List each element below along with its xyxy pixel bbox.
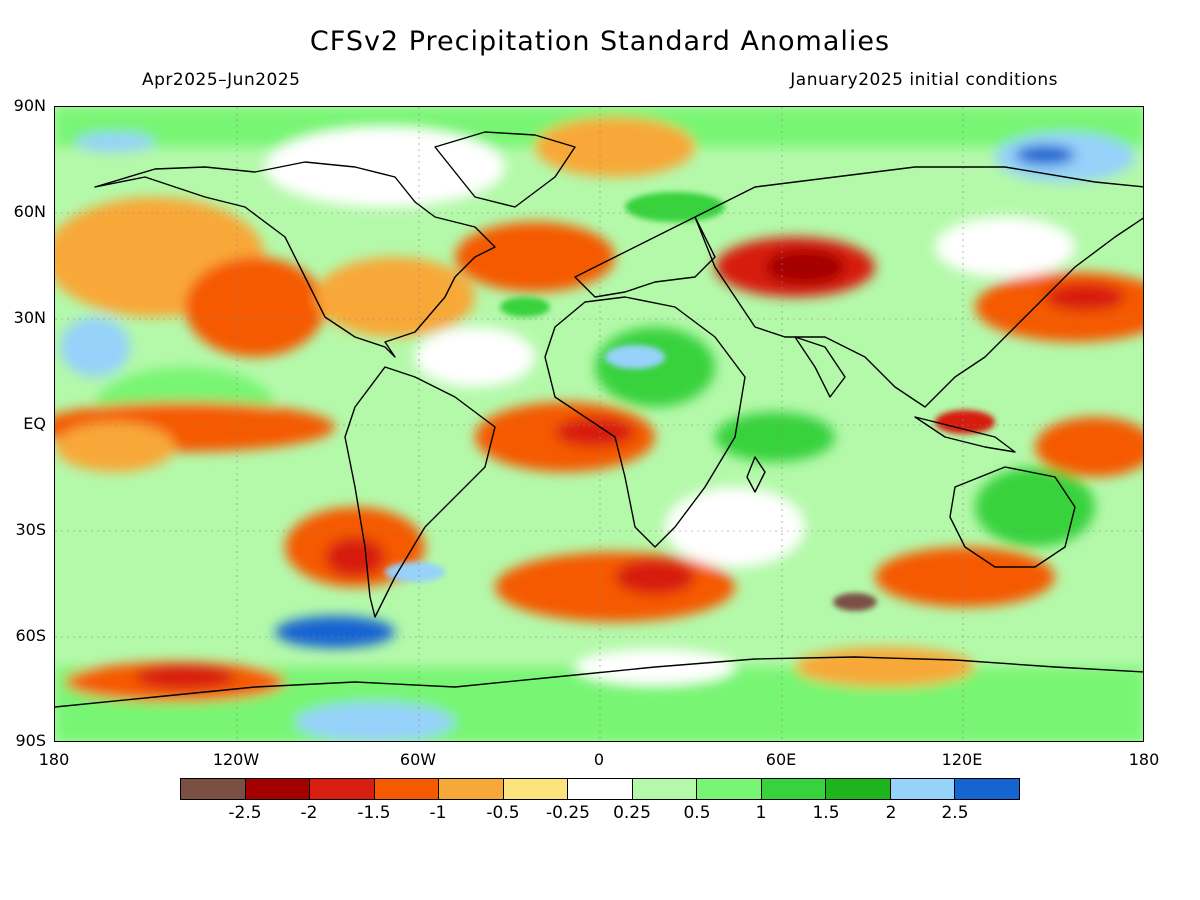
- lat-label-90n: 90N: [13, 96, 46, 115]
- colorbar-label: 2: [885, 803, 897, 823]
- lon-label-120e: 120E: [941, 750, 983, 769]
- lon-label-0: 0: [593, 750, 605, 769]
- colorbar-label: -2.5: [228, 803, 262, 823]
- lat-label-60n: 60N: [13, 202, 46, 221]
- lon-label-60w: 60W: [399, 750, 437, 769]
- anomaly-field: [55, 107, 1143, 741]
- initial-conditions: January2025 initial conditions: [790, 70, 1058, 90]
- colorbar-label: 1: [755, 803, 767, 823]
- colorbar-label: 2.5: [941, 803, 969, 823]
- world-map: [54, 106, 1144, 742]
- colorbar-swatch: [310, 779, 375, 799]
- lat-label-60s: 60S: [15, 626, 46, 645]
- colorbar-swatch: [955, 779, 1019, 799]
- colorbar-label: 0.5: [683, 803, 711, 823]
- colorbar-swatch: [697, 779, 762, 799]
- colorbar-swatch: [761, 779, 827, 799]
- colorbar-swatch: [181, 779, 246, 799]
- forecast-period: Apr2025–Jun2025: [142, 70, 301, 90]
- lon-label-180e: 180: [1128, 750, 1160, 769]
- colorbar-label: -0.25: [546, 803, 590, 823]
- colorbar-swatch: [632, 779, 698, 799]
- chart-title: CFSv2 Precipitation Standard Anomalies: [309, 26, 891, 57]
- colorbar-swatch: [890, 779, 956, 799]
- colorbar-swatch: [826, 779, 891, 799]
- lon-label-120w: 120W: [212, 750, 260, 769]
- colorbar-label: 1.5: [812, 803, 840, 823]
- colorbar-swatch: [503, 779, 569, 799]
- colorbar-swatch: [439, 779, 504, 799]
- lon-label-180w: 180: [38, 750, 70, 769]
- colorbar-label: -1.5: [357, 803, 391, 823]
- colorbar-swatch: [245, 779, 311, 799]
- colorbar-swatch: [374, 779, 440, 799]
- colorbar-label: -1: [429, 803, 447, 823]
- lat-label-eq: EQ: [23, 414, 46, 433]
- lat-label-30n: 30N: [13, 308, 46, 327]
- colorbar-label: -2: [300, 803, 318, 823]
- colorbar-swatch: [568, 779, 633, 799]
- lon-label-60e: 60E: [765, 750, 797, 769]
- colorbar-label: -0.5: [486, 803, 520, 823]
- colorbar: [180, 778, 1020, 800]
- colorbar-label: 0.25: [613, 803, 651, 823]
- lat-label-90s: 90S: [15, 731, 46, 750]
- lat-label-30s: 30S: [15, 520, 46, 539]
